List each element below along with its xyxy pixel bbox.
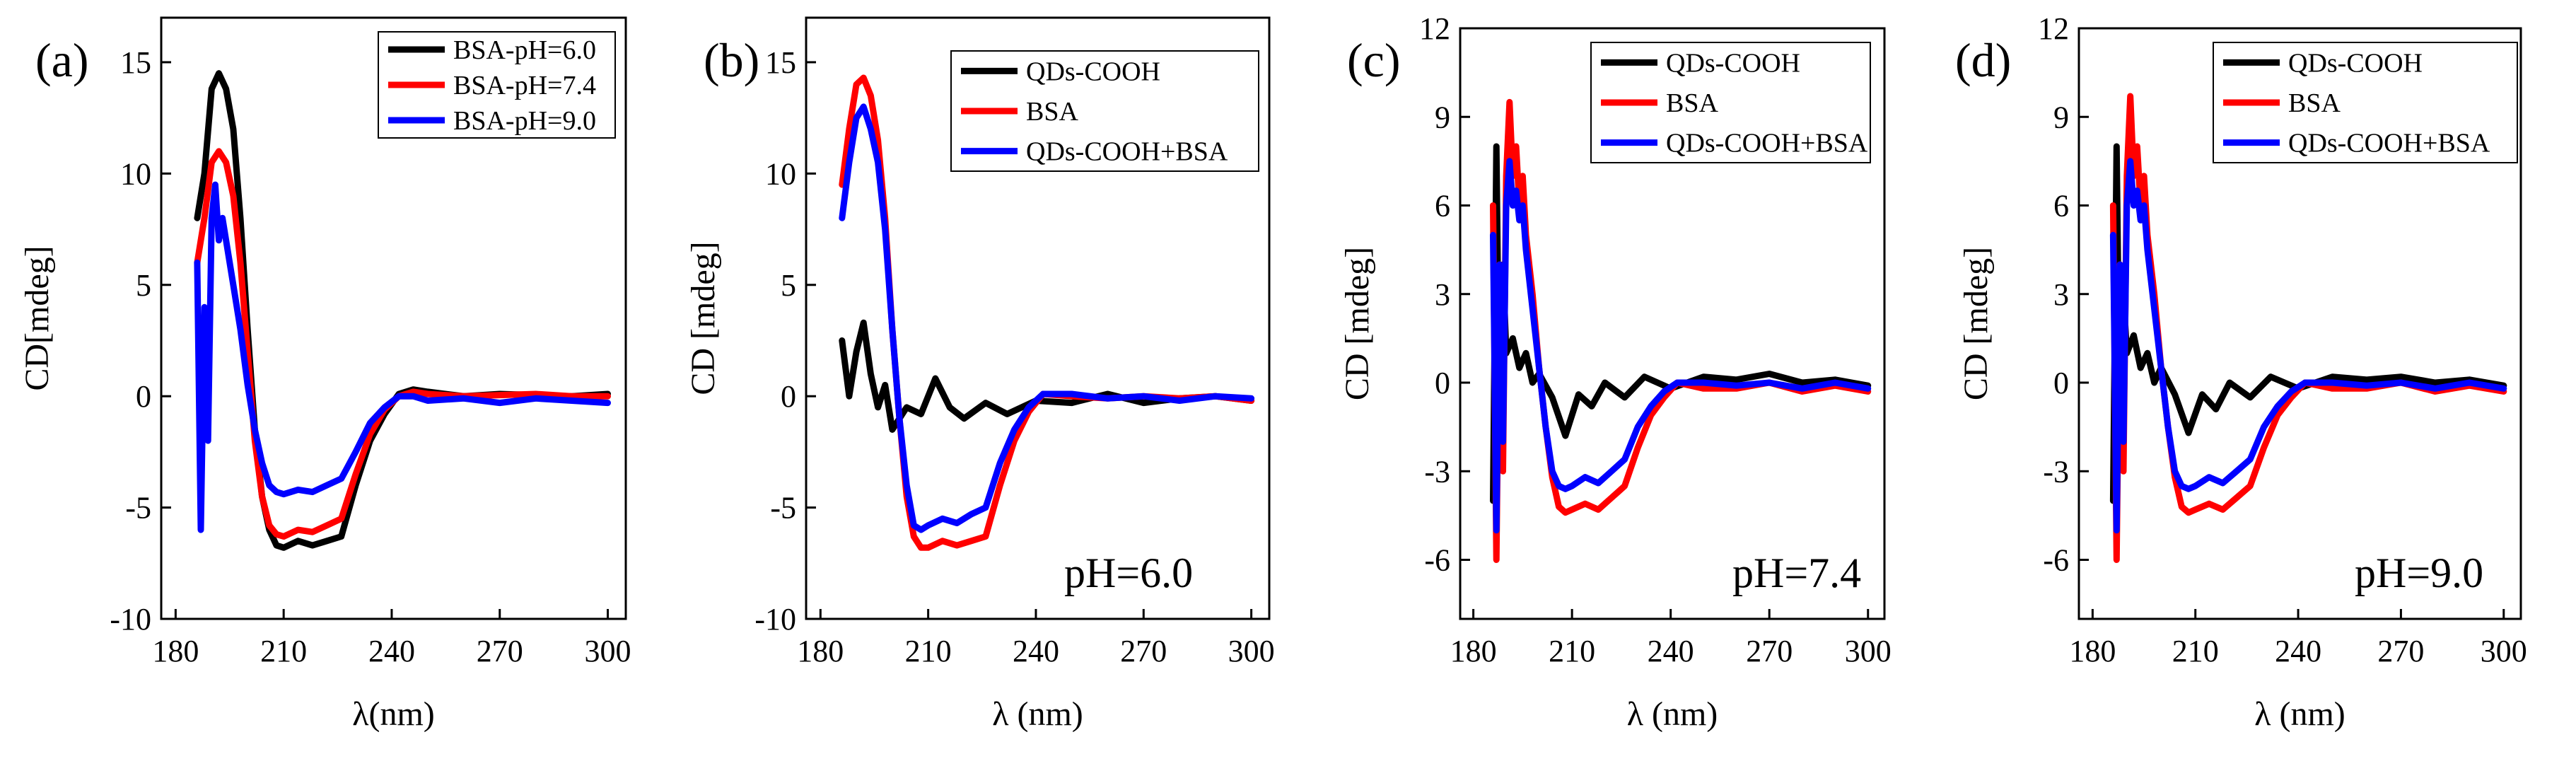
legend-entry-label: QDs-COOH xyxy=(2288,48,2423,78)
x-tick-label: 240 xyxy=(1648,634,1694,668)
x-tick-label: 240 xyxy=(368,634,415,668)
legend-entry-label: QDs-COOH+BSA xyxy=(1026,137,1228,167)
legend-entry-label: BSA-pH=9.0 xyxy=(453,106,596,136)
x-axis-label: λ(nm) xyxy=(352,695,435,733)
series-line-bsa-ph-7-4 xyxy=(194,148,611,540)
chart-panel-c: 180 210 240 270 300 -6 -3 0 3 6 9 12 λ (nm) CD [mdeg]… xyxy=(1339,11,1892,733)
y-tick-label: 5 xyxy=(781,268,796,303)
y-tick-label: -3 xyxy=(2043,454,2069,489)
x-tick-label: 270 xyxy=(1746,634,1793,668)
x-tick-label: 180 xyxy=(797,634,844,668)
plot-frame xyxy=(2077,27,2522,620)
plot-frame xyxy=(160,16,627,620)
y-tick-label: 0 xyxy=(2053,366,2069,400)
legend-entry-label: QDs-COOH xyxy=(1026,57,1160,86)
series-line-qds-cooh-bsa xyxy=(2109,158,2507,534)
series-line-bsa xyxy=(1490,98,1872,563)
x-tick-label: 180 xyxy=(2069,634,2116,668)
x-tick-label: 300 xyxy=(1845,634,1892,668)
y-tick-label: -6 xyxy=(2043,543,2069,578)
y-tick-label: 3 xyxy=(2053,277,2069,312)
panel-label: (d) xyxy=(1955,33,2011,87)
ph-annotation: pH=9.0 xyxy=(2355,550,2483,596)
y-tick-label: 15 xyxy=(120,45,151,80)
x-tick-label: 210 xyxy=(2172,634,2219,668)
x-tick-label: 270 xyxy=(1120,634,1167,668)
y-tick-label: 0 xyxy=(136,379,151,414)
y-tick-label: 5 xyxy=(136,268,151,303)
y-tick-label: -10 xyxy=(110,602,151,637)
plot-frame xyxy=(805,16,1271,620)
y-axis-label: CD [mdeg] xyxy=(1957,247,1995,400)
y-tick-label: 0 xyxy=(781,379,796,414)
y-tick-label: 15 xyxy=(765,45,796,80)
legend: QDs-COOH BSA QDs-COOH+BSA xyxy=(1590,42,1871,163)
y-tick-label: -6 xyxy=(1424,543,1450,578)
y-axis-label: CD[mdeg] xyxy=(18,245,56,390)
y-tick-label: 10 xyxy=(120,156,151,191)
legend-entry-label: QDs-COOH+BSA xyxy=(2288,129,2490,158)
y-tick-label: 10 xyxy=(765,156,796,191)
panel-label: (b) xyxy=(704,33,759,87)
chart-panel-b: 180 210 240 270 300 -10 -5 0 5 10 15 λ (nm) CD [mdeg… xyxy=(684,16,1275,733)
legend: QDs-COOH BSA QDs-COOH+BSA xyxy=(950,50,1259,172)
ph-annotation: pH=7.4 xyxy=(1732,550,1861,596)
x-tick-label: 270 xyxy=(2377,634,2424,668)
ph-annotation: pH=6.0 xyxy=(1064,550,1193,596)
y-tick-label: 9 xyxy=(1435,100,1450,134)
series-line-bsa-ph-9-0 xyxy=(194,181,611,533)
y-tick-label: -10 xyxy=(754,602,796,637)
y-tick-label: -5 xyxy=(125,491,151,526)
y-tick-label: 3 xyxy=(1435,277,1450,312)
x-tick-label: 300 xyxy=(585,634,631,668)
y-tick-label: -5 xyxy=(770,491,796,526)
series-line-qds-cooh-bsa xyxy=(1490,158,1872,534)
plot-frame xyxy=(1459,27,1886,620)
legend-entry-label: QDs-COOH+BSA xyxy=(1666,129,1868,158)
legend-entry-label: BSA xyxy=(2288,88,2341,118)
series-line-bsa xyxy=(2109,93,2507,563)
x-tick-label: 180 xyxy=(152,634,199,668)
x-tick-label: 180 xyxy=(1450,634,1497,668)
chart-panel-a: 180 210 240 270 300 -10 -5 0 5 10 15 λ(nm) CD[mdeg] (… xyxy=(18,16,631,733)
x-tick-label: 210 xyxy=(260,634,307,668)
legend-entry-label: QDs-COOH xyxy=(1666,48,1800,78)
legend-entry-label: BSA-pH=6.0 xyxy=(453,35,596,65)
series-line-qds-cooh-bsa xyxy=(839,103,1255,533)
x-tick-label: 240 xyxy=(2275,634,2321,668)
legend-entry-label: BSA-pH=7.4 xyxy=(453,71,596,100)
y-tick-label: 9 xyxy=(2053,100,2069,134)
legend-entry-label: BSA xyxy=(1026,97,1078,127)
x-axis-label: λ (nm) xyxy=(2254,695,2345,733)
legend: BSA-pH=6.0 BSA-pH=7.4 BSA-pH=9.0 xyxy=(378,31,616,139)
panel-label: (c) xyxy=(1347,33,1400,87)
y-tick-label: 6 xyxy=(2053,189,2069,224)
y-axis-label: CD [mdeg] xyxy=(1339,247,1376,400)
x-tick-label: 210 xyxy=(1549,634,1595,668)
x-axis-label: λ (nm) xyxy=(992,695,1083,733)
y-axis-label: CD [mdeg] xyxy=(684,241,722,395)
y-tick-label: 12 xyxy=(2038,11,2069,46)
chart-panel-d: 180 210 240 270 300 -6 -3 0 3 6 9 12 λ (nm) CD [mdeg]… xyxy=(1955,11,2527,733)
y-tick-label: 0 xyxy=(1435,366,1450,400)
legend-entry-label: BSA xyxy=(1666,88,1718,118)
x-axis-label: λ (nm) xyxy=(1627,695,1718,733)
panel-label: (a) xyxy=(35,33,88,87)
x-tick-label: 240 xyxy=(1013,634,1059,668)
x-tick-label: 270 xyxy=(477,634,523,668)
y-tick-label: -3 xyxy=(1424,454,1450,489)
y-tick-label: 6 xyxy=(1435,189,1450,224)
series-line-qds-cooh xyxy=(839,319,1255,433)
x-tick-label: 300 xyxy=(2481,634,2527,668)
x-tick-label: 300 xyxy=(1228,634,1275,668)
legend: QDs-COOH BSA QDs-COOH+BSA xyxy=(2213,42,2518,163)
x-tick-label: 210 xyxy=(905,634,952,668)
y-tick-label: 12 xyxy=(1419,11,1450,46)
